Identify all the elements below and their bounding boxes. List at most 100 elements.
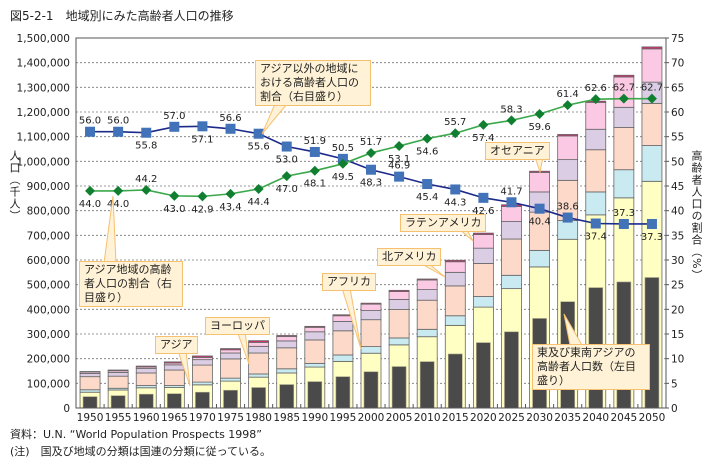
y-tick-label: 1,400,000 xyxy=(17,58,70,70)
bar-east-southeast-asia xyxy=(363,371,379,409)
bar-segment-オセアニア xyxy=(192,355,213,358)
bar-segment-ヨーロッパ xyxy=(501,238,522,276)
bar-segment-ラテンアメリカ xyxy=(416,279,438,291)
bar-segment-オセアニア xyxy=(276,335,298,337)
callout-non-asia-ratio: アジア以外の地域における高齢者人口の割合（右目盛り） xyxy=(255,60,371,106)
data-label: 55.6 xyxy=(247,142,269,153)
bar-segment-ヨーロッパ xyxy=(472,263,494,297)
bar-segment-アフリカ xyxy=(416,328,438,338)
x-tick-label: 2010 xyxy=(414,412,441,424)
bar-segment-北アメリカ xyxy=(248,345,270,354)
bar-segment-ヨーロッパ xyxy=(641,102,663,146)
y-tick-label: 1,000,000 xyxy=(17,156,70,168)
y-tick-label: 0 xyxy=(63,403,70,415)
data-label: 49.5 xyxy=(332,172,354,183)
bar-segment-北アメリカ xyxy=(444,271,466,287)
x-tick-label: 1970 xyxy=(189,412,216,424)
chart-title: 図5-2-1 地域別にみた高齢者人口の推移 xyxy=(10,9,234,23)
y-tick-label: 100,000 xyxy=(27,378,70,390)
diamond-marker xyxy=(618,93,629,104)
diamond-marker xyxy=(337,158,348,169)
bar-segment-ラテンアメリカ xyxy=(220,349,241,354)
data-label: 43.0 xyxy=(163,204,185,215)
diamond-marker xyxy=(113,185,124,196)
bar-segment-ヨーロッパ xyxy=(79,376,101,391)
data-label: 51.9 xyxy=(304,136,326,147)
square-marker xyxy=(422,179,433,190)
square-marker xyxy=(394,171,405,182)
bar-east-southeast-asia xyxy=(335,376,351,409)
source-note: 資料：U.N. “World Population Prospects 1998… xyxy=(10,428,262,441)
bar-segment-ヨーロッパ xyxy=(220,358,241,379)
bar-segment-ラテンアメリカ xyxy=(332,315,354,322)
diamond-marker xyxy=(590,94,601,105)
bar-segment-アフリカ xyxy=(472,296,494,308)
bar-segment-オセアニア xyxy=(135,365,157,368)
x-tick-label: 1990 xyxy=(301,412,328,424)
bar-segment-北アメリカ xyxy=(416,289,438,301)
diamond-marker xyxy=(450,128,461,139)
bar-east-southeast-asia xyxy=(223,389,238,409)
y-tick-label: 600,000 xyxy=(27,255,70,267)
y-right-tick-label: 5 xyxy=(671,378,678,390)
bar-segment-ラテンアメリカ xyxy=(557,135,579,161)
x-tick-label: 2040 xyxy=(582,412,609,424)
square-marker xyxy=(618,218,629,229)
bar-segment-アフリカ xyxy=(276,368,298,374)
bar-segment-オセアニア xyxy=(416,278,438,281)
bar-east-southeast-asia xyxy=(167,393,182,409)
x-tick-label: 1950 xyxy=(77,412,104,424)
square-marker xyxy=(225,123,236,134)
bar-segment-ヨーロッパ xyxy=(276,347,298,370)
y-right-tick-label: 0 xyxy=(671,403,678,415)
y-right-tick-label: 35 xyxy=(671,230,684,242)
bar-segment-北アメリカ xyxy=(304,331,326,341)
data-label: 48.1 xyxy=(304,179,326,190)
data-label: 41.7 xyxy=(500,186,522,197)
bar-segment-オセアニア xyxy=(641,46,663,50)
bar-segment-ラテンアメリカ xyxy=(304,326,326,333)
bar-east-southeast-asia xyxy=(307,381,323,409)
bar-segment-ヨーロッパ xyxy=(304,339,326,364)
callout-asia: アジア xyxy=(155,336,198,354)
data-label: 48.3 xyxy=(360,178,382,189)
diamond-marker xyxy=(141,184,152,195)
y-right-tick-label: 70 xyxy=(671,58,684,70)
y-tick-label: 1,100,000 xyxy=(17,132,70,144)
y-tick-label: 900,000 xyxy=(27,181,70,193)
data-label: 45.4 xyxy=(416,192,438,203)
data-label: 58.3 xyxy=(500,104,522,115)
bar-segment-北アメリカ xyxy=(192,359,213,366)
bar-segment-アフリカ xyxy=(501,274,522,290)
data-label: 40.4 xyxy=(528,217,550,228)
bar-segment-ラテンアメリカ xyxy=(248,341,270,347)
bar-segment-北アメリカ xyxy=(79,373,101,378)
y-right-tick-label: 65 xyxy=(671,82,684,94)
bar-segment-オセアニア xyxy=(332,314,354,317)
callout-latin-america: ラテンアメリカ xyxy=(400,214,487,232)
square-marker xyxy=(197,121,208,132)
x-tick-label: 2035 xyxy=(554,412,581,424)
bar-segment-オセアニア xyxy=(444,259,466,263)
square-marker xyxy=(450,184,461,195)
bar-segment-オセアニア xyxy=(163,361,185,364)
bar-segment-北アメリカ xyxy=(613,106,635,128)
data-label: 37.4 xyxy=(585,231,607,242)
x-tick-label: 2015 xyxy=(442,412,469,424)
x-tick-label: 2020 xyxy=(470,412,497,424)
bar-east-southeast-asia xyxy=(504,331,519,409)
diamond-marker xyxy=(309,165,320,176)
bar-segment-北アメリカ xyxy=(585,128,607,151)
bar-east-southeast-asia xyxy=(138,393,154,409)
diamond-marker xyxy=(225,188,236,199)
x-tick-label: 2000 xyxy=(358,412,385,424)
data-label: 62.6 xyxy=(585,83,607,94)
diamond-marker xyxy=(85,185,96,196)
data-label: 53.1 xyxy=(388,154,410,165)
x-tick-label: 2050 xyxy=(639,412,666,424)
bar-segment-ラテンアメリカ xyxy=(501,206,522,222)
data-label: 44.4 xyxy=(247,197,269,208)
bar-segment-オセアニア xyxy=(388,289,410,292)
square-marker xyxy=(534,203,545,214)
bar-east-southeast-asia xyxy=(391,366,407,409)
